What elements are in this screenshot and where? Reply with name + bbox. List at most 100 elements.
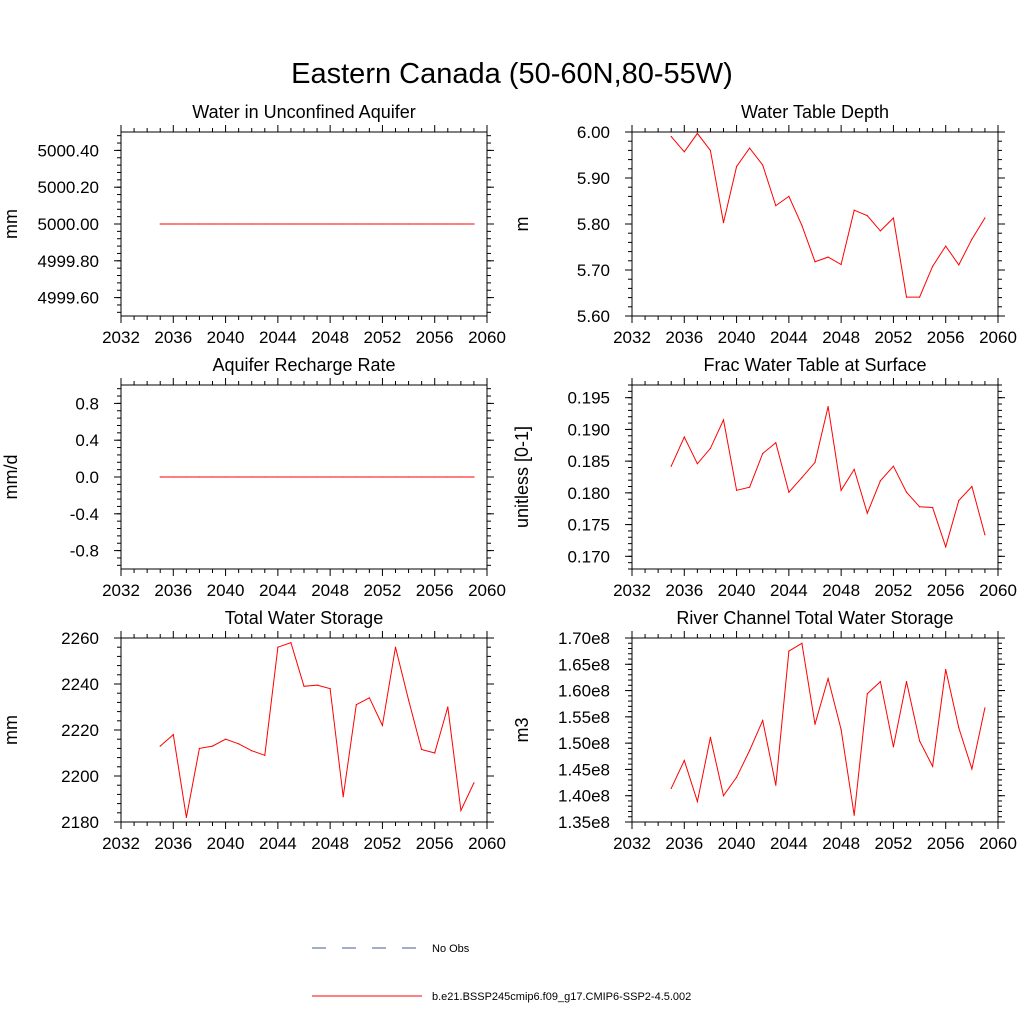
y-tick-label: 5.70: [577, 261, 610, 280]
data-point: [368, 476, 370, 478]
data-point: [840, 728, 842, 731]
data-point: [762, 719, 764, 722]
y-tick-label: 6.00: [577, 123, 610, 142]
data-point: [866, 215, 868, 217]
data-point: [447, 706, 449, 708]
data-point: [159, 745, 161, 747]
x-tick-label: 2060: [468, 581, 506, 600]
data-point: [198, 747, 201, 750]
data-point: [984, 534, 986, 536]
data-point: [762, 452, 764, 455]
data-point: [198, 476, 201, 478]
y-tick-label: 1.70e8: [558, 629, 610, 648]
x-tick-label: 2060: [468, 834, 506, 853]
plot-frame: [120, 637, 488, 823]
data-point: [329, 223, 331, 225]
y-tick-label: 2240: [61, 675, 99, 694]
data-point: [762, 164, 764, 166]
data-point: [303, 223, 305, 225]
x-tick-label: 2040: [207, 834, 245, 853]
data-point: [421, 476, 423, 478]
data-point: [879, 480, 881, 482]
data-point: [945, 546, 947, 548]
data-point: [238, 476, 240, 478]
data-point: [185, 223, 187, 225]
data-point: [801, 224, 803, 226]
data-point: [277, 223, 279, 225]
data-point: [879, 230, 881, 232]
data-point: [696, 132, 698, 134]
x-tick-label: 2048: [822, 328, 860, 347]
data-point: [696, 463, 698, 465]
data-point: [892, 746, 895, 748]
panel-water-table-depth: Water Table Depth m 2032 2036 2040 2044 2048 20…: [512, 102, 1017, 347]
data-point: [316, 476, 318, 478]
data-point: [342, 223, 344, 225]
data-point: [251, 476, 253, 478]
x-tick-label: 2036: [154, 581, 192, 600]
y-axis-label: mm: [1, 715, 21, 745]
x-tick-label: 2056: [416, 328, 454, 347]
data-point: [879, 681, 881, 683]
panel-aquifer-recharge-rate: Aquifer Recharge Rate mm/d 2032 2036 2040 204…: [1, 355, 506, 600]
data-point: [932, 265, 934, 267]
data-point: [473, 476, 475, 478]
data-point: [905, 296, 908, 298]
y-tick-label: 2200: [61, 767, 99, 786]
data-point: [840, 263, 842, 266]
series-line: [670, 132, 986, 298]
y-tick-label: 0.0: [75, 468, 99, 487]
data-point: [918, 296, 921, 298]
plot-frame: [631, 637, 999, 823]
x-tick-label: 2044: [770, 834, 808, 853]
x-tick-label: 2032: [613, 328, 651, 347]
legend: No Obs b.e21.BSSP245cmip6.f09_g17.CMIP6-…: [312, 943, 691, 1003]
data-point: [853, 209, 855, 211]
data-point: [238, 743, 240, 745]
x-tick-label: 2056: [416, 834, 454, 853]
x-tick-label: 2044: [259, 328, 297, 347]
x-tick-label: 2036: [665, 328, 703, 347]
x-tick-label: 2048: [311, 834, 349, 853]
data-point: [251, 223, 253, 225]
panel-water-in-unconfined-aquifer: Water in Unconfined Aquifer mm 2032 2036 204…: [1, 102, 506, 347]
x-tick-label: 2040: [718, 328, 756, 347]
data-point: [945, 668, 947, 671]
x-tick-label: 2048: [822, 581, 860, 600]
x-tick-label: 2032: [102, 581, 140, 600]
data-point: [971, 238, 973, 240]
data-point: [827, 405, 829, 408]
data-point: [394, 476, 397, 478]
data-point: [853, 468, 855, 470]
data-point: [722, 222, 725, 224]
y-tick-label: 2180: [61, 813, 99, 832]
data-point: [932, 506, 934, 509]
x-tick-label: 2044: [770, 581, 808, 600]
x-tick-label: 2056: [416, 581, 454, 600]
data-point: [814, 261, 816, 263]
data-point: [971, 485, 973, 488]
data-point: [224, 476, 227, 478]
y-tick-label: 1.45e8: [558, 760, 610, 779]
data-point: [342, 796, 344, 798]
data-point: [670, 465, 672, 467]
data-point: [473, 223, 475, 225]
data-point: [775, 205, 777, 207]
data-point: [342, 476, 344, 478]
data-point: [971, 768, 973, 770]
data-point: [421, 748, 423, 751]
data-point: [407, 223, 410, 225]
data-point: [290, 476, 292, 478]
data-point: [958, 727, 960, 729]
main-title: Eastern Canada (50-60N,80-55W): [291, 58, 733, 90]
data-point: [355, 476, 357, 478]
data-point: [277, 476, 279, 478]
panel-title: Frac Water Table at Surface: [703, 355, 926, 375]
data-point: [670, 787, 672, 789]
data-point: [264, 476, 266, 478]
x-tick-label: 2040: [718, 834, 756, 853]
series-line: [159, 641, 475, 818]
data-point: [434, 223, 436, 225]
x-tick-label: 2052: [364, 834, 402, 853]
data-point: [853, 814, 855, 816]
